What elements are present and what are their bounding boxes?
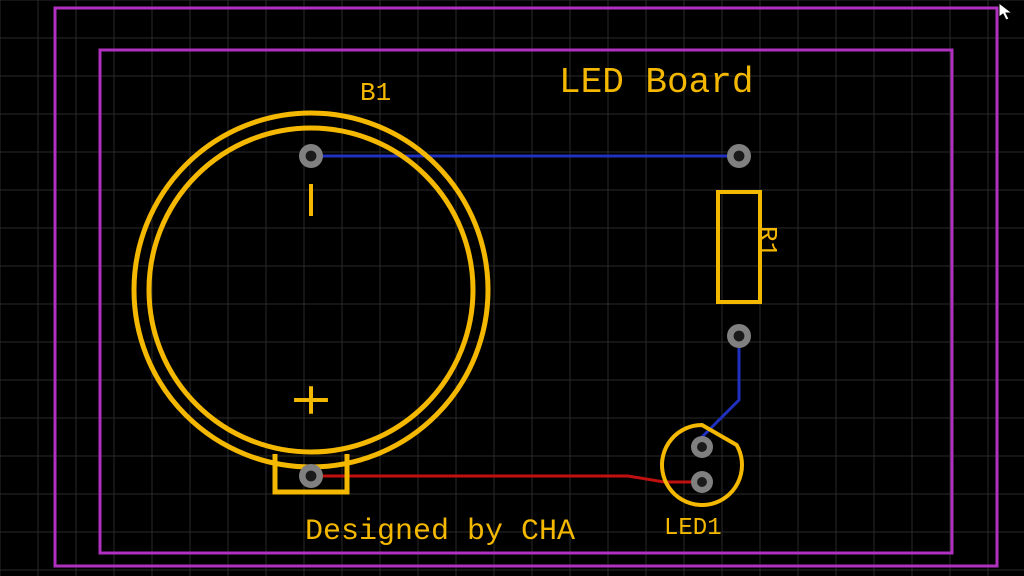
designer: Designed by CHA: [305, 515, 575, 549]
drill: [306, 151, 317, 162]
board-outline-outer: [55, 8, 997, 566]
pcb-canvas: LED Board Designed by CHA B1 R1 LED1: [0, 0, 1024, 576]
pcb-svg: [0, 0, 1024, 576]
refdes-B1: B1: [360, 78, 391, 108]
drill: [734, 151, 745, 162]
drill: [734, 331, 745, 342]
drill: [697, 442, 707, 452]
drill: [306, 471, 317, 482]
drill: [697, 477, 707, 487]
refdes-R1: R1: [752, 226, 782, 257]
trace: [311, 476, 702, 482]
refdes-LED1: LED1: [664, 515, 722, 542]
title: LED Board: [559, 62, 753, 103]
